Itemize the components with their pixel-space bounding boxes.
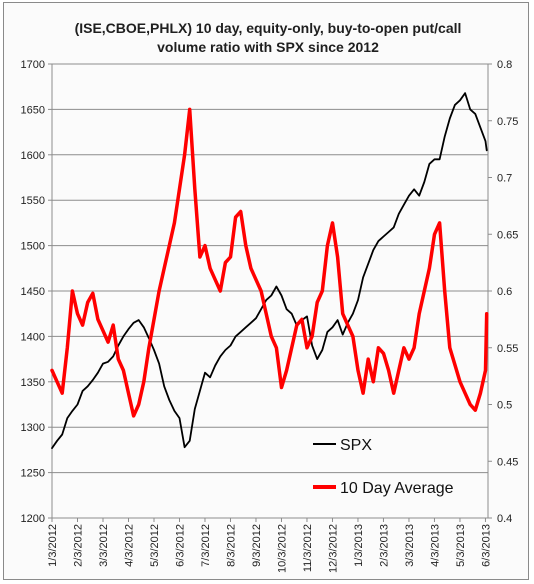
right-tick-label-4: 0.6 <box>497 286 512 298</box>
x-tick-label-17: 6/3/2013 <box>480 524 492 567</box>
x-tick-label-4: 5/3/2012 <box>149 524 161 567</box>
right-tick-label-3: 0.55 <box>497 343 518 355</box>
right-tick-label-1: 0.45 <box>497 456 518 468</box>
left-tick-label-10: 1700 <box>21 59 45 71</box>
x-tick-label-14: 3/3/2013 <box>404 524 416 567</box>
right-tick-label-7: 0.75 <box>497 116 518 128</box>
x-tick-label-0: 1/3/2012 <box>47 524 59 567</box>
right-y-axis: 0.4 0.45 0.5 0.55 0.6 0.65 0.7 0.75 0.8 <box>488 59 518 525</box>
x-tick-label-3: 4/3/2012 <box>123 524 135 567</box>
x-tick-label-15: 4/3/2013 <box>429 524 441 567</box>
left-tick-label-2: 1300 <box>21 422 45 434</box>
x-tick-label-6: 7/3/2012 <box>200 524 212 567</box>
legend: SPX 10 Day Average <box>313 437 454 497</box>
left-tick-label-0: 1200 <box>21 513 45 525</box>
right-tick-label-2: 0.5 <box>497 400 512 412</box>
legend-label-10-day-average: 10 Day Average <box>340 480 454 497</box>
x-axis: 1/3/2012 2/3/2012 3/3/2012 4/3/2012 5/3/2012… <box>47 518 492 573</box>
x-tick-label-8: 9/3/2012 <box>251 524 263 567</box>
right-tick-label-0: 0.4 <box>497 513 512 525</box>
x-tick-label-1: 2/3/2012 <box>72 524 84 567</box>
left-tick-label-3: 1350 <box>21 377 45 389</box>
x-tick-label-11: 12/3/2012 <box>327 524 339 573</box>
x-tick-label-7: 8/3/2012 <box>225 524 237 567</box>
left-tick-label-1: 1250 <box>21 468 45 480</box>
x-tick-label-10: 11/3/2012 <box>302 524 314 572</box>
series-group <box>50 92 489 450</box>
x-tick-label-13: 2/3/2013 <box>378 524 390 567</box>
left-tick-label-5: 1450 <box>21 286 45 298</box>
x-tick-label-2: 3/3/2012 <box>98 524 110 567</box>
chart-title-line-2: volume ratio with SPX since 2012 <box>157 39 379 55</box>
series-line-spx <box>51 92 488 450</box>
x-tick-label-16: 5/3/2013 <box>455 524 467 567</box>
x-tick-label-12: 1/3/2013 <box>353 524 365 567</box>
x-tick-label-9: 10/3/2012 <box>276 524 288 573</box>
right-tick-label-6: 0.7 <box>497 173 512 185</box>
series-line-10-day-average <box>50 107 489 418</box>
left-y-axis: 1200 1250 1300 1350 1400 1450 1500 1550 1600 1650… <box>21 59 52 525</box>
left-tick-label-4: 1400 <box>21 331 45 343</box>
x-tick-label-5: 6/3/2012 <box>174 524 186 567</box>
right-tick-label-5: 0.65 <box>497 229 518 241</box>
legend-label-spx: SPX <box>340 437 372 454</box>
chart-title-line-1: (ISE,CBOE,PHLX) 10 day, equity-only, buy… <box>75 20 462 36</box>
left-tick-label-8: 1600 <box>21 150 45 162</box>
left-tick-label-7: 1550 <box>21 195 45 207</box>
left-tick-label-9: 1650 <box>21 104 45 116</box>
gridlines <box>52 108 488 474</box>
right-tick-label-8: 0.8 <box>497 59 512 71</box>
left-tick-label-6: 1500 <box>21 241 45 253</box>
